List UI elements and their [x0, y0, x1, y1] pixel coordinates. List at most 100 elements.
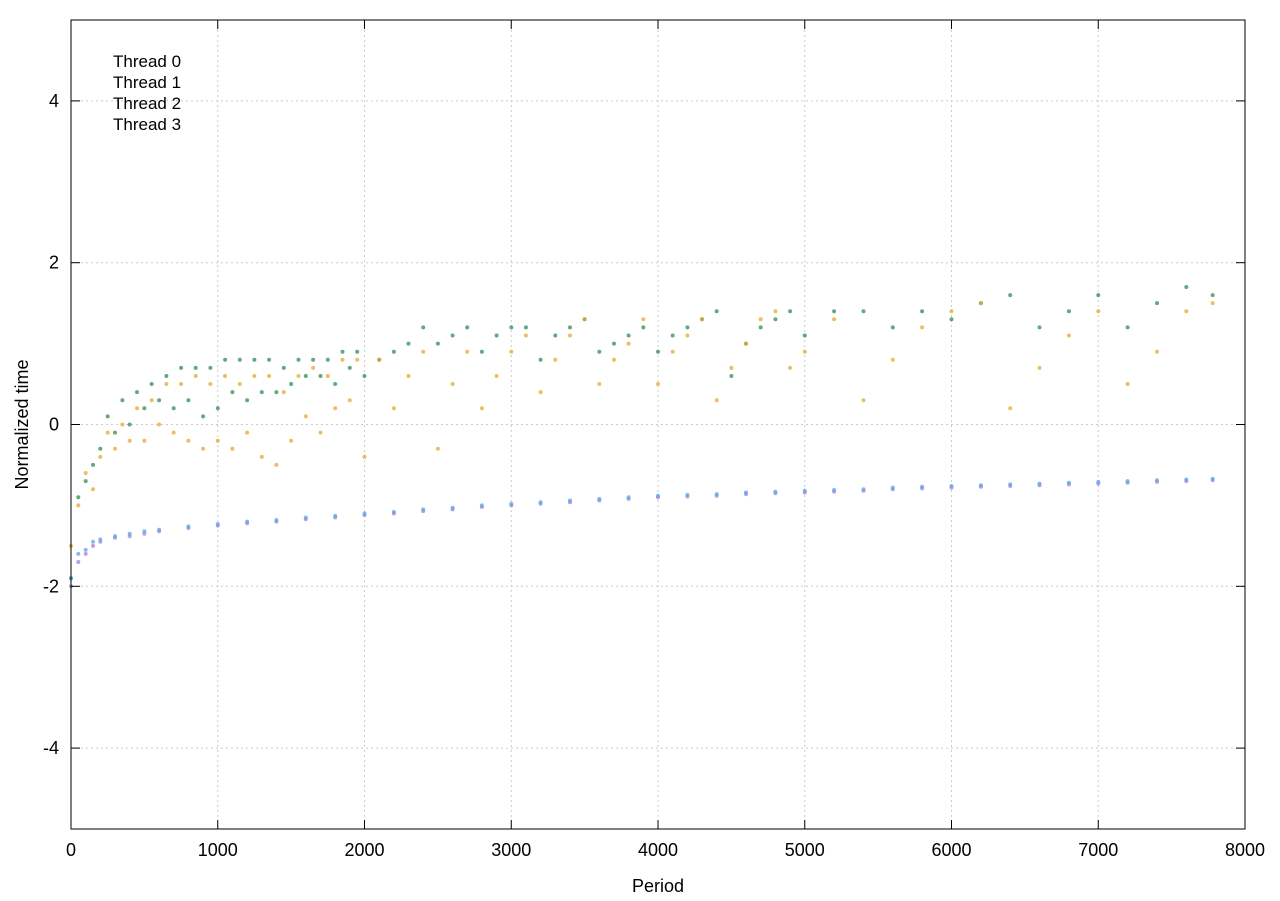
- data-point: [347, 365, 352, 370]
- data-point: [1066, 333, 1071, 338]
- data-point: [347, 398, 352, 403]
- data-point: [391, 349, 396, 354]
- data-point: [333, 406, 338, 411]
- data-point: [1008, 406, 1013, 411]
- y-tick-label: 2: [49, 253, 59, 273]
- data-point: [626, 341, 631, 346]
- data-point: [289, 438, 294, 443]
- x-tick-label: 6000: [931, 840, 971, 860]
- data-point: [656, 493, 660, 498]
- data-point: [949, 309, 954, 314]
- data-point: [355, 357, 360, 362]
- data-point: [391, 406, 396, 411]
- data-point: [179, 365, 184, 370]
- data-point: [714, 492, 719, 497]
- data-point: [311, 357, 316, 362]
- data-point: [890, 357, 895, 362]
- data-point: [582, 317, 587, 322]
- y-tick-label: 4: [49, 91, 59, 111]
- data-point: [861, 309, 866, 314]
- data-point: [788, 365, 793, 370]
- x-tick-label: 5000: [785, 840, 825, 860]
- data-point: [76, 551, 81, 556]
- data-point: [311, 365, 316, 370]
- data-point: [83, 479, 88, 484]
- data-point: [135, 390, 139, 395]
- data-point: [949, 317, 954, 322]
- data-point: [1125, 382, 1130, 386]
- data-point: [568, 333, 572, 338]
- data-point: [670, 349, 675, 354]
- data-point: [1066, 480, 1071, 485]
- data-point: [773, 309, 778, 314]
- data-point: [920, 484, 925, 489]
- data-point: [208, 382, 213, 386]
- data-point: [435, 341, 440, 346]
- data-point: [538, 500, 543, 505]
- data-point: [1096, 479, 1101, 484]
- data-point: [700, 317, 704, 322]
- data-point: [714, 398, 719, 403]
- data-point: [465, 325, 470, 330]
- data-point: [802, 333, 807, 338]
- data-point: [215, 438, 220, 443]
- data-point: [788, 309, 793, 314]
- data-point: [98, 537, 103, 542]
- legend-label-thread-0: Thread 0: [113, 52, 181, 71]
- data-point: [157, 422, 162, 427]
- legend-label-thread-1: Thread 1: [113, 73, 181, 92]
- data-point: [245, 398, 250, 403]
- data-point: [281, 390, 286, 395]
- data-point: [333, 513, 338, 518]
- data-point: [237, 357, 242, 362]
- data-point: [245, 519, 250, 524]
- data-point: [626, 333, 631, 338]
- grid-layer: [71, 20, 1245, 829]
- data-point: [1037, 365, 1042, 370]
- data-point: [920, 325, 925, 330]
- data-point: [744, 490, 748, 495]
- data-point: [729, 374, 734, 378]
- y-tick-label: -4: [43, 738, 59, 758]
- data-point: [377, 357, 382, 362]
- y-tick-label: -2: [43, 576, 59, 596]
- data-point: [1210, 301, 1215, 306]
- data-point: [267, 374, 272, 378]
- data-point: [135, 406, 139, 411]
- data-point: [758, 325, 763, 330]
- data-point: [494, 374, 499, 378]
- data-point: [296, 374, 301, 378]
- data-point: [685, 333, 690, 338]
- data-point: [362, 374, 367, 378]
- data-point: [597, 382, 602, 386]
- data-point: [1125, 479, 1130, 484]
- data-point: [105, 430, 110, 435]
- data-point: [333, 382, 338, 386]
- data-point: [714, 309, 719, 314]
- data-point: [479, 503, 484, 508]
- data-point: [553, 333, 558, 338]
- data-point: [149, 382, 154, 386]
- data-point: [626, 495, 631, 500]
- x-tick-label: 4000: [638, 840, 678, 860]
- data-point: [113, 446, 117, 451]
- data-point: [120, 422, 125, 427]
- legend: Thread 0 Thread 1 Thread 2 Thread 3: [113, 52, 181, 134]
- data-point: [1210, 476, 1215, 481]
- series-thread-2: [69, 478, 1215, 589]
- data-point: [1155, 301, 1159, 306]
- data-point: [230, 446, 235, 451]
- ticks-layer: 0 1000 2000 3000 4000 5000 6000 7000 8000 -4 -2 0 2 4: [43, 20, 1265, 860]
- data-point: [523, 333, 528, 338]
- data-point: [303, 414, 308, 419]
- data-point: [406, 341, 411, 346]
- data-point: [802, 349, 807, 354]
- data-point: [355, 349, 360, 354]
- data-point: [832, 309, 837, 314]
- data-point: [245, 430, 250, 435]
- data-point: [113, 430, 117, 435]
- data-point: [142, 406, 147, 411]
- x-tick-label: 7000: [1078, 840, 1118, 860]
- data-point: [223, 357, 228, 362]
- data-point: [201, 446, 206, 451]
